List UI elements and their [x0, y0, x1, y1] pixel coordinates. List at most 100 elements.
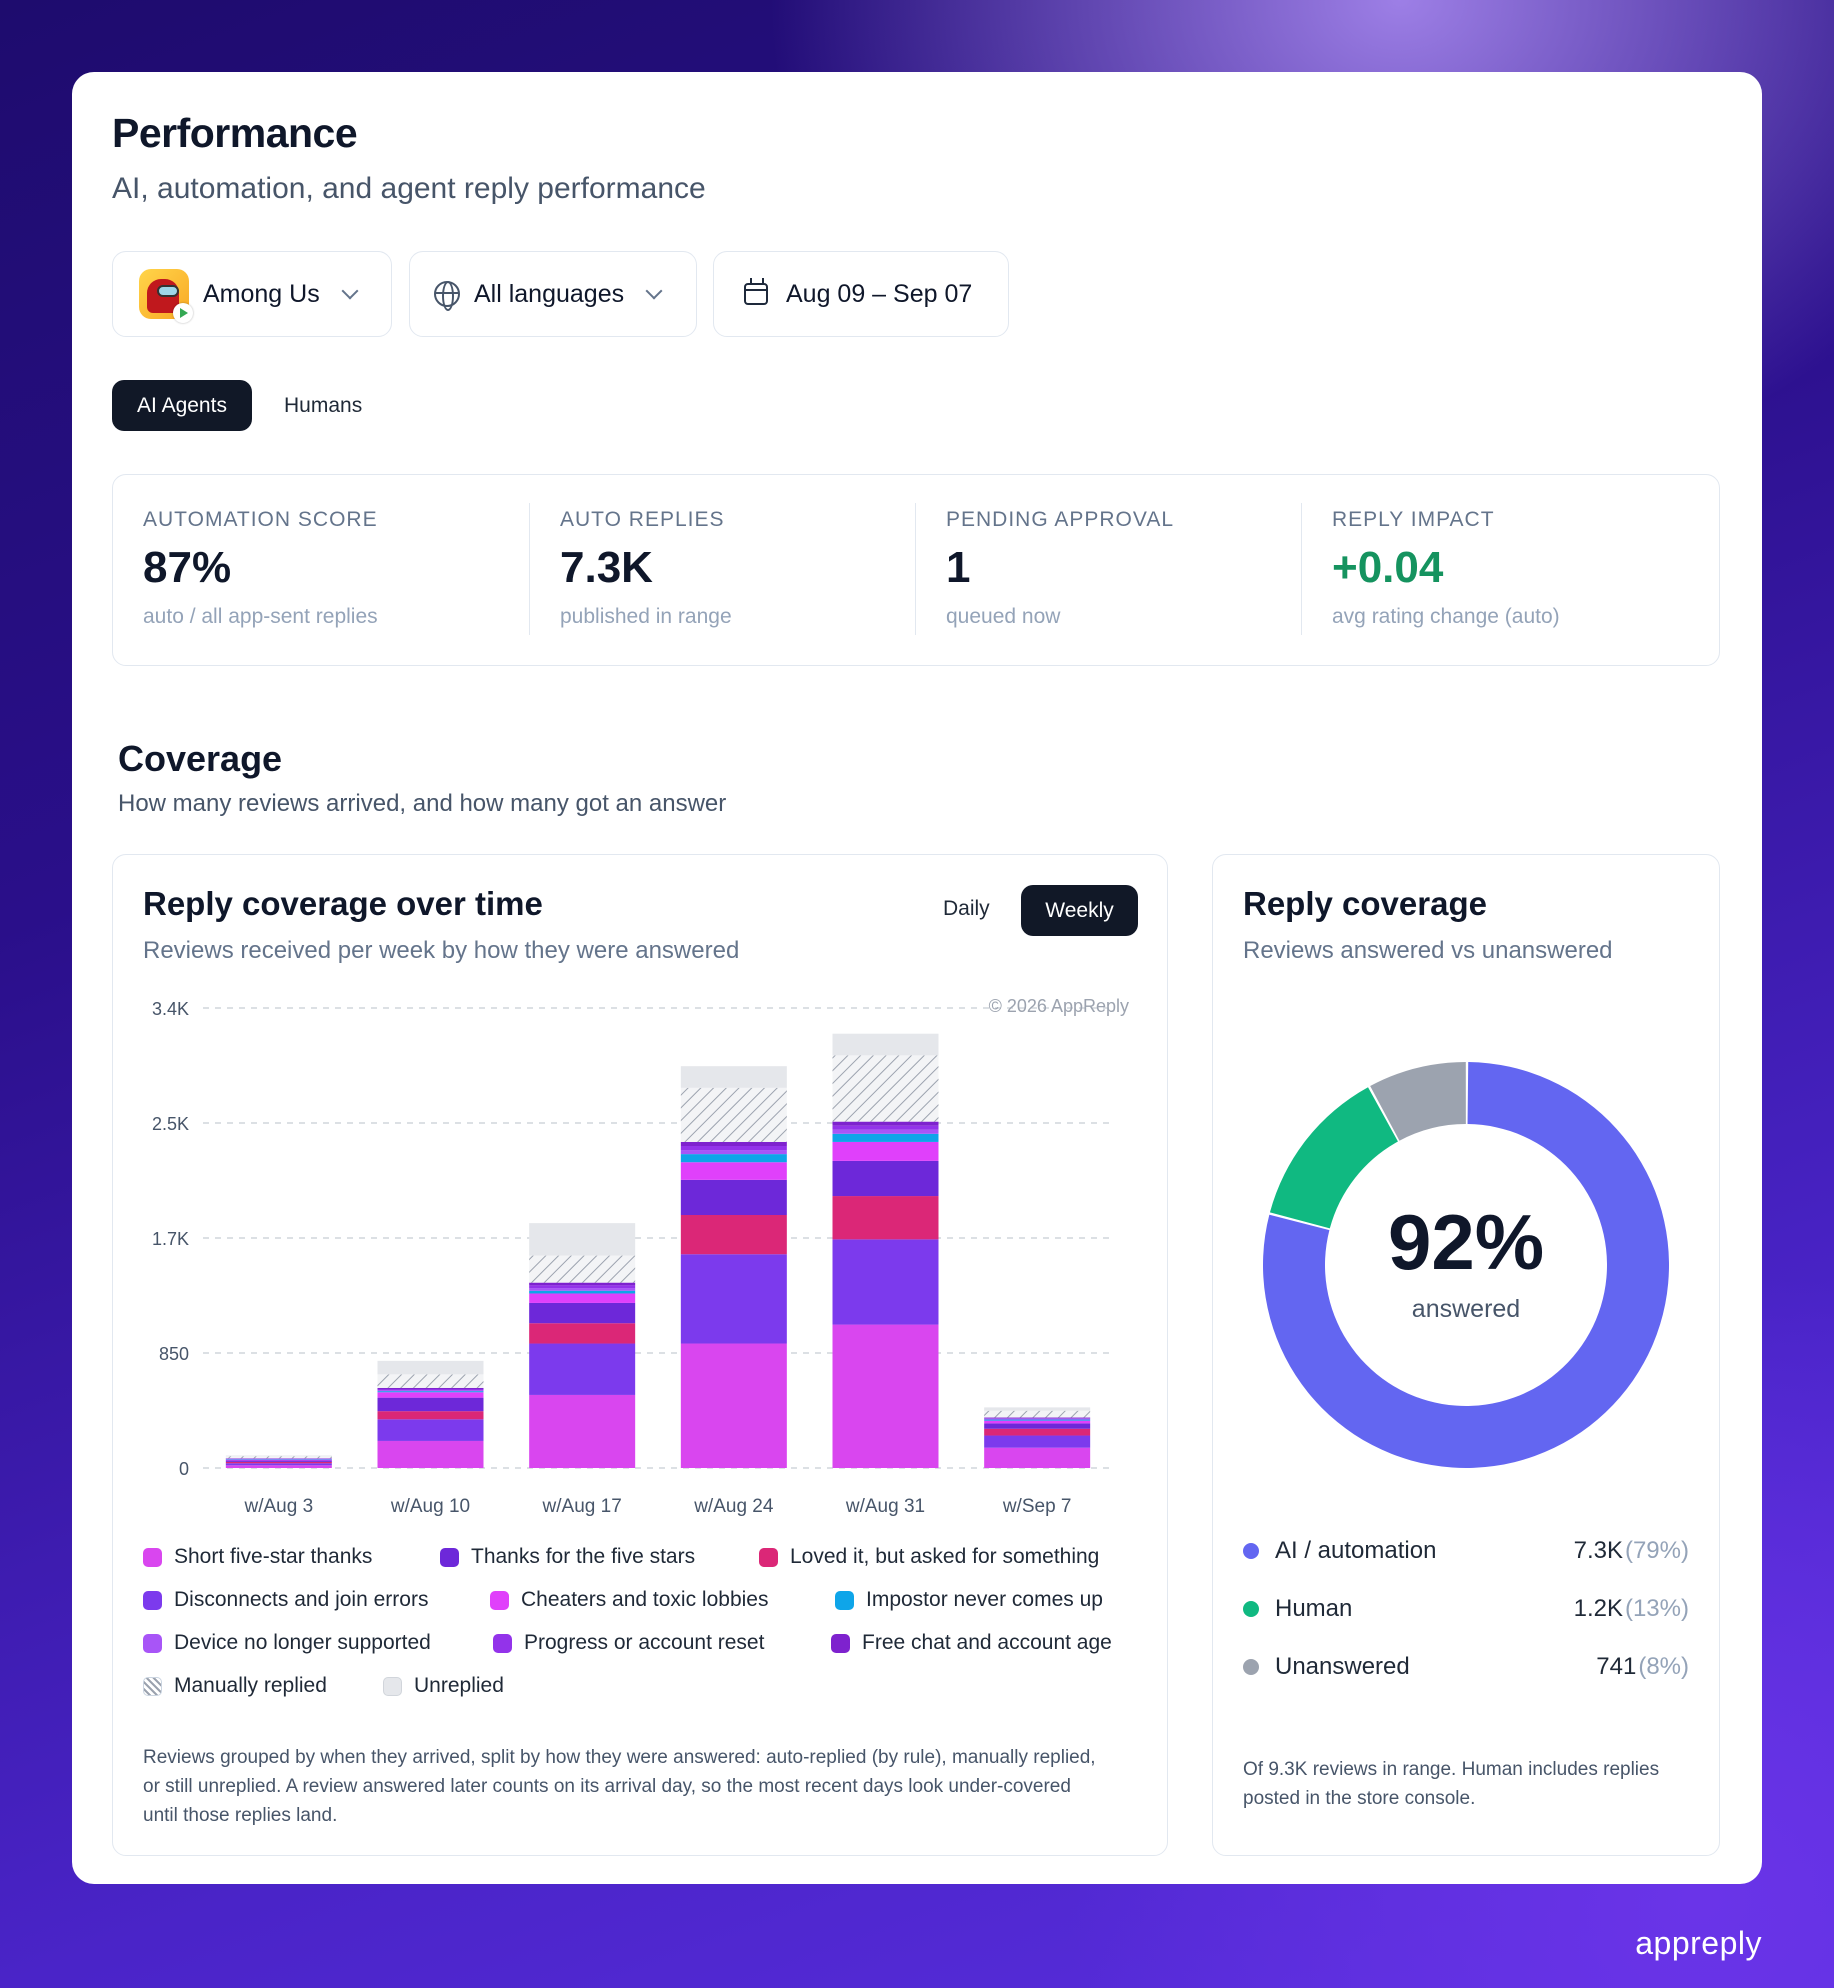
- bar-segment[interactable]: [377, 1388, 484, 1391]
- app-selector-label: Among Us: [203, 279, 320, 308]
- bar-segment[interactable]: [832, 1239, 939, 1325]
- bar-segment[interactable]: [984, 1407, 1091, 1411]
- legend-item[interactable]: Disconnects and join errors: [143, 1588, 428, 1612]
- bar-segment[interactable]: [529, 1343, 636, 1395]
- bar-segment[interactable]: [832, 1125, 939, 1130]
- bar-segment[interactable]: [529, 1394, 636, 1468]
- donut-slice[interactable]: [1269, 1087, 1398, 1229]
- stat-detail: published in range: [560, 605, 732, 628]
- bar-segment[interactable]: [832, 1160, 939, 1197]
- donut-slice[interactable]: [1370, 1062, 1466, 1141]
- bar-segment[interactable]: [984, 1420, 1091, 1424]
- bar-segment[interactable]: [984, 1428, 1091, 1436]
- bar-segment[interactable]: [225, 1459, 332, 1461]
- bar-segment[interactable]: [529, 1323, 636, 1344]
- donut-legend-unanswered: Unanswered 741 (8%): [1243, 1649, 1689, 1685]
- date-range-label: Aug 09 – Sep 07: [786, 279, 973, 308]
- legend-item[interactable]: Cheaters and toxic lobbies: [490, 1588, 768, 1612]
- bar-segment[interactable]: [377, 1390, 484, 1392]
- bar-segment[interactable]: [832, 1121, 939, 1126]
- bar-segment[interactable]: [529, 1288, 636, 1291]
- bar-segment[interactable]: [680, 1162, 787, 1180]
- reply-coverage-over-time-panel: Reply coverage over time Reviews receive…: [112, 854, 1168, 1856]
- stat-label: AUTO REPLIES: [560, 508, 725, 531]
- bar-segment[interactable]: [377, 1411, 484, 1420]
- bar-segment[interactable]: [225, 1455, 332, 1457]
- bar-segment[interactable]: [984, 1423, 1091, 1429]
- bar-segment[interactable]: [377, 1374, 484, 1388]
- y-tick-label: 0: [179, 1459, 189, 1479]
- bar-segment[interactable]: [680, 1066, 787, 1088]
- legend-item[interactable]: Impostor never comes up: [835, 1588, 1103, 1612]
- bar-segment[interactable]: [529, 1302, 636, 1324]
- toggle-weekly[interactable]: Weekly: [1021, 885, 1138, 936]
- stat-value: 1: [946, 543, 971, 592]
- bar-segment[interactable]: [680, 1215, 787, 1255]
- bar-segment[interactable]: [680, 1254, 787, 1344]
- bar-segment[interactable]: [225, 1460, 332, 1462]
- bar-segment[interactable]: [529, 1255, 636, 1283]
- legend-label: Cheaters and toxic lobbies: [521, 1588, 769, 1611]
- legend-percent: (79%): [1624, 1537, 1689, 1564]
- bar-segment[interactable]: [984, 1410, 1091, 1418]
- bar-segment[interactable]: [377, 1387, 484, 1389]
- bar-segment[interactable]: [377, 1419, 484, 1441]
- bar-segment[interactable]: [377, 1397, 484, 1412]
- legend-item[interactable]: Unreplied: [383, 1674, 504, 1698]
- tab-humans[interactable]: Humans: [284, 393, 363, 417]
- language-selector[interactable]: All languages: [409, 251, 697, 337]
- bar-segment[interactable]: [680, 1179, 787, 1215]
- legend-item[interactable]: Manually replied: [143, 1674, 327, 1698]
- donut-slice[interactable]: [1263, 1062, 1669, 1468]
- date-range-picker[interactable]: Aug 09 – Sep 07: [713, 251, 1009, 337]
- legend-item[interactable]: Progress or account reset: [493, 1631, 764, 1655]
- bar-segment[interactable]: [984, 1418, 1091, 1419]
- bar-segment[interactable]: [529, 1290, 636, 1294]
- tab-ai-agents[interactable]: AI Agents: [112, 380, 252, 431]
- bar-segment[interactable]: [984, 1418, 1091, 1420]
- bar-segment[interactable]: [377, 1392, 484, 1398]
- legend-item[interactable]: Free chat and account age: [831, 1631, 1112, 1655]
- bar-segment[interactable]: [832, 1055, 939, 1122]
- bar-segment[interactable]: [832, 1324, 939, 1468]
- bar-segment[interactable]: [680, 1154, 787, 1163]
- bar-segment[interactable]: [680, 1087, 787, 1142]
- bar-segment[interactable]: [832, 1196, 939, 1240]
- bar-segment[interactable]: [984, 1419, 1091, 1421]
- bar-segment[interactable]: [832, 1033, 939, 1056]
- legend-item[interactable]: Short five-star thanks: [143, 1545, 372, 1569]
- donut-center-value: 92%: [1387, 1198, 1545, 1286]
- bar-segment[interactable]: [377, 1360, 484, 1375]
- bar-segment[interactable]: [529, 1293, 636, 1303]
- stat-detail: avg rating change (auto): [1332, 605, 1560, 628]
- legend-percent: (8%): [1638, 1653, 1689, 1680]
- app-selector[interactable]: Among Us: [112, 251, 392, 337]
- bar-segment[interactable]: [832, 1133, 939, 1142]
- stat-value: 7.3K: [560, 543, 653, 592]
- legend-item[interactable]: Thanks for the five stars: [440, 1545, 695, 1569]
- bar-segment[interactable]: [225, 1465, 332, 1468]
- legend-item[interactable]: Loved it, but asked for something: [759, 1545, 1099, 1569]
- bar-segment[interactable]: [225, 1463, 332, 1466]
- bar-segment[interactable]: [377, 1440, 484, 1468]
- bar-segment[interactable]: [529, 1285, 636, 1289]
- legend-item[interactable]: Device no longer supported: [143, 1631, 431, 1655]
- bar-segment[interactable]: [984, 1417, 1091, 1419]
- stat-label: REPLY IMPACT: [1332, 508, 1495, 531]
- legend-swatch: [831, 1633, 850, 1653]
- bar-segment[interactable]: [377, 1391, 484, 1393]
- bar-segment[interactable]: [680, 1141, 787, 1146]
- bar-segment[interactable]: [680, 1343, 787, 1468]
- bar-segment[interactable]: [832, 1129, 939, 1134]
- bar-segment[interactable]: [529, 1282, 636, 1286]
- bar-segment[interactable]: [680, 1150, 787, 1155]
- bar-segment[interactable]: [680, 1146, 787, 1151]
- bar-segment[interactable]: [984, 1435, 1091, 1448]
- bar-segment[interactable]: [225, 1461, 332, 1464]
- bar-segment[interactable]: [529, 1223, 636, 1256]
- page-subtitle: AI, automation, and agent reply performa…: [112, 172, 706, 205]
- bar-segment[interactable]: [225, 1456, 332, 1459]
- bar-segment[interactable]: [984, 1447, 1091, 1468]
- toggle-daily[interactable]: Daily: [943, 897, 990, 920]
- bar-segment[interactable]: [832, 1141, 939, 1161]
